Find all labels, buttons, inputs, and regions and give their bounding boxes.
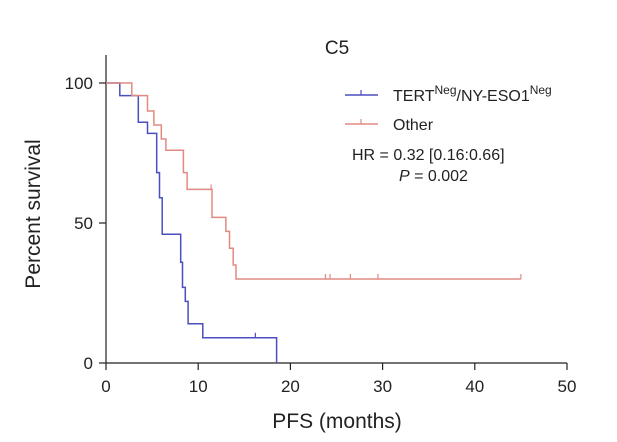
legend-label-tert-neg: TERTNeg/NY-ESO1Neg (393, 83, 552, 105)
legend-label-other: Other (393, 117, 434, 134)
hazard-ratio-annotation: HR = 0.32 [0.16:0.66] (352, 147, 505, 164)
legend: TERTNeg/NY-ESO1Neg Other (345, 83, 552, 134)
p-label: P (399, 168, 410, 185)
legend-label-sup: Neg (530, 83, 552, 97)
y-tick-label: 50 (74, 214, 93, 233)
x-tick-label: 0 (101, 377, 110, 396)
x-tick-label: 10 (189, 377, 208, 396)
y-tick-label: 100 (65, 74, 93, 93)
km-curve-1 (106, 82, 521, 280)
p-value-annotation: P = 0.002 (399, 168, 468, 185)
legend-label-part: /NY-ESO1 (457, 88, 530, 105)
p-value: = 0.002 (410, 168, 468, 185)
x-tick-label: 40 (465, 377, 484, 396)
km-curve-0 (106, 82, 278, 363)
y-axis-title: Percent survival (22, 139, 45, 288)
x-tick-label: 30 (373, 377, 392, 396)
y-tick-label: 0 (84, 354, 93, 373)
legend-label-sup: Neg (434, 83, 456, 97)
series-group (106, 82, 522, 363)
x-tick-label: 20 (281, 377, 300, 396)
chart-title: C5 (325, 38, 349, 59)
x-axis-title: PFS (months) (272, 410, 402, 433)
x-tick-label: 50 (558, 377, 577, 396)
tick-marks: 0 10 20 30 40 50 0 50 100 (65, 74, 577, 396)
axes (105, 55, 567, 364)
legend-label-part: TERT (393, 88, 435, 105)
